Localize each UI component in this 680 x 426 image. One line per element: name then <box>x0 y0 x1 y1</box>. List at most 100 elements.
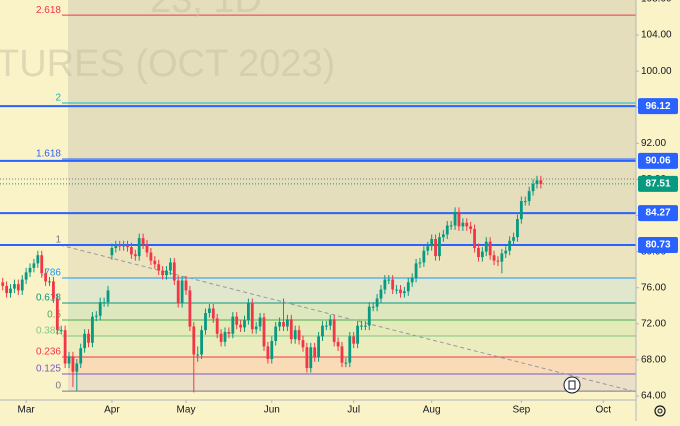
candle-body <box>321 325 324 337</box>
candle-body <box>258 317 262 327</box>
x-tick-label: Aug <box>423 405 441 416</box>
candle-body <box>83 333 87 349</box>
candle-body <box>243 320 246 328</box>
candle-body <box>289 319 293 340</box>
candle-body <box>445 225 449 235</box>
candle-body <box>250 303 254 330</box>
x-tick-label: Jun <box>264 405 280 416</box>
price-box <box>638 237 678 254</box>
fib-zone <box>68 319 636 337</box>
candle-body <box>309 347 313 369</box>
candle-body <box>414 263 418 278</box>
hourglass[interactable] <box>568 380 576 390</box>
fib-zone <box>68 245 636 278</box>
candle-body <box>535 180 539 184</box>
candle-body <box>282 322 285 327</box>
fib-label: 0.125 <box>36 364 61 375</box>
candle-body <box>453 211 457 226</box>
candle-body <box>13 284 16 289</box>
candle-body <box>465 222 469 227</box>
overlay: 108.00104.00100.0096.0092.0088.0084.0080… <box>18 0 678 416</box>
candle-body <box>211 308 215 319</box>
candle-body <box>430 238 434 247</box>
y-tick-label: 108.00 <box>641 0 672 5</box>
candle-body <box>188 290 192 327</box>
candle-body <box>360 325 363 327</box>
candle-body <box>317 336 320 358</box>
candle-body <box>126 245 129 248</box>
clock[interactable] <box>563 376 581 394</box>
candle-body <box>348 336 352 363</box>
candle-body <box>305 347 309 369</box>
candle-body <box>9 288 12 294</box>
candle-body <box>332 319 336 342</box>
x-tick-label: Jul <box>347 405 360 416</box>
candle-body <box>539 180 543 184</box>
candle-body <box>223 331 227 342</box>
candle-body <box>102 302 106 304</box>
candle-body <box>75 363 79 372</box>
gear[interactable] <box>654 405 666 417</box>
watermark-line: TURES (OCT 2023) <box>0 43 335 85</box>
candle-body <box>395 289 398 291</box>
candle-body <box>133 254 137 257</box>
candle-body <box>153 260 157 265</box>
candle-body <box>262 317 266 347</box>
candle-body <box>200 330 204 355</box>
candle-body <box>208 308 211 313</box>
price-box <box>638 175 678 192</box>
candle-body <box>508 240 512 251</box>
y-tick-label: 68.00 <box>641 355 666 366</box>
candle-body <box>399 289 402 294</box>
candle-body <box>418 262 422 264</box>
candle-body <box>24 272 28 280</box>
candle-body <box>231 316 235 334</box>
fib-zone <box>68 357 636 375</box>
replay-icon[interactable] <box>563 376 581 394</box>
fib-label: 2 <box>55 93 61 104</box>
candle-body <box>52 281 55 299</box>
candle-body <box>118 245 122 247</box>
y-tick-label: 76.00 <box>641 282 666 293</box>
candle-body <box>352 336 356 344</box>
candle-body <box>5 285 9 294</box>
candle-body <box>469 226 473 230</box>
candle-body <box>527 191 531 202</box>
candle-body <box>192 326 196 355</box>
candle-body <box>371 306 375 308</box>
candle-body <box>227 331 231 334</box>
price-box <box>638 205 678 222</box>
candle-body <box>336 341 340 347</box>
candle-body <box>180 280 184 304</box>
fib-label: 0.618 <box>36 293 61 304</box>
candle-body <box>91 316 94 343</box>
candle-body <box>36 255 40 264</box>
settings-icon[interactable] <box>654 405 666 417</box>
y-tick-label: 72.00 <box>641 318 666 329</box>
y-tick-label: 104.00 <box>641 30 672 41</box>
candle-body <box>94 315 98 317</box>
candle-body <box>137 238 141 257</box>
candle-body <box>422 250 426 263</box>
candle-body <box>500 253 504 262</box>
candle-body <box>71 356 75 372</box>
candle-body <box>406 282 410 292</box>
candle-body <box>297 330 301 341</box>
candle-body <box>328 319 332 326</box>
watermark-line: 23, 1D <box>150 0 262 21</box>
watermark: 23, 1D TURES (OCT 2023) <box>0 0 335 85</box>
candle-body <box>293 330 297 340</box>
y-tick-label: 64.00 <box>641 391 666 402</box>
candle-body <box>340 346 344 363</box>
candle-body <box>59 330 63 332</box>
gear-center[interactable] <box>657 408 663 414</box>
candle-body <box>512 237 515 241</box>
candle-body <box>145 244 149 253</box>
candle-body <box>473 229 476 249</box>
candle-body <box>457 211 461 227</box>
candle-body <box>410 277 414 283</box>
fib-label: 0.236 <box>36 347 61 358</box>
price-box <box>638 152 678 169</box>
candle-body <box>157 264 161 271</box>
